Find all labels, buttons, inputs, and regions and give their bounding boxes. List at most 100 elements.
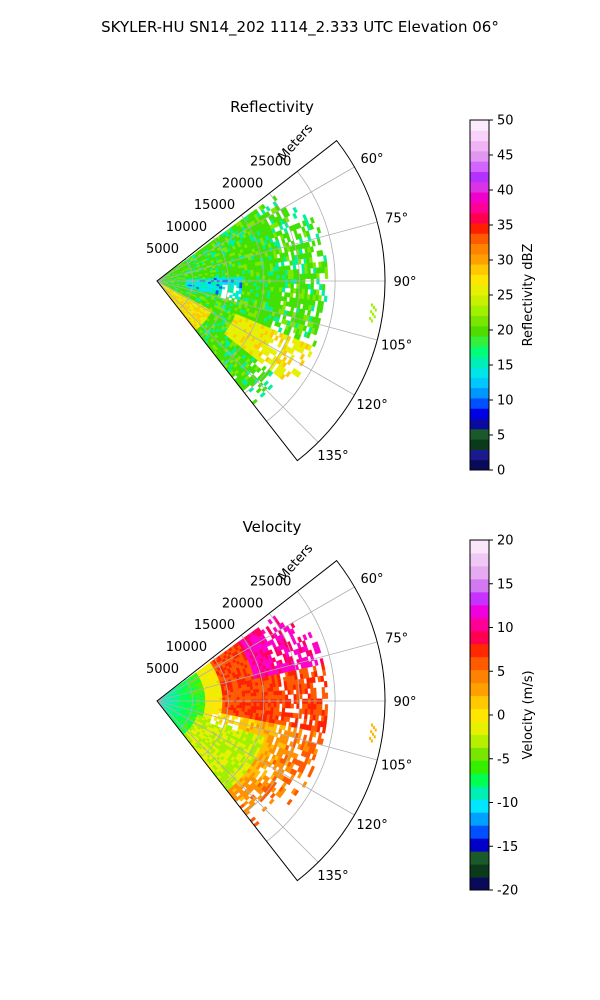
radar-gate (313, 273, 317, 279)
radar-gate (267, 384, 274, 391)
radar-gate (307, 693, 312, 700)
radar-gate (281, 690, 286, 696)
radar-gate (216, 695, 220, 699)
radar-gate (245, 282, 249, 287)
radar-gate (213, 275, 217, 279)
colorbar-swatch (470, 171, 489, 183)
colorbar-swatch (470, 459, 489, 471)
radar-gate (284, 270, 289, 275)
radar-gate (255, 709, 260, 714)
radar-gate (267, 695, 272, 700)
radar-gate (250, 272, 254, 277)
colorbar-tick-label: 15 (497, 359, 514, 374)
radar-gate (205, 278, 209, 281)
radar-gate (244, 705, 249, 710)
radar-gate (219, 282, 223, 285)
radar-gate (250, 702, 255, 707)
figure-title: SKYLER-HU SN14_202 1114_2.333 UTC Elevat… (101, 18, 499, 37)
radar-gate (307, 703, 312, 710)
radar-gate (235, 688, 240, 692)
colorbar-swatch (470, 408, 489, 420)
radar-gate (315, 311, 320, 319)
radar-gate (303, 713, 308, 720)
radar-gate (287, 703, 292, 709)
radar-gate (247, 276, 252, 280)
radar-gate (273, 695, 277, 700)
radar-gate (210, 698, 215, 701)
radar-gate (319, 698, 323, 705)
radar-gate (289, 622, 296, 629)
radar-gate (234, 715, 239, 720)
radar-gate (304, 688, 309, 695)
radar-gate (321, 687, 326, 694)
radar-gate (304, 273, 309, 280)
radar-gate (247, 705, 252, 710)
radar-gate (308, 719, 313, 726)
colorbar-swatch (470, 540, 489, 554)
radar-gate (312, 262, 317, 269)
radar-gate (277, 677, 282, 683)
colorbar-label: Velocity (m/s) (521, 670, 536, 759)
radar-gate (247, 282, 252, 287)
angular-tick-label: 75° (385, 211, 408, 226)
colorbar-swatch (470, 305, 489, 317)
radar-gate (230, 702, 235, 706)
radar-gate (302, 734, 308, 741)
colorbar-tick-label: -20 (497, 884, 518, 899)
radar-gate (230, 271, 234, 276)
radar-gate (313, 267, 317, 274)
radar-gate (253, 702, 257, 707)
radar-gate (261, 806, 268, 813)
radar-gate (298, 728, 303, 735)
radar-gate (273, 691, 277, 696)
colorbar-swatch (470, 773, 489, 787)
radar-gate (250, 709, 254, 714)
radar-gate (219, 693, 223, 697)
radar-gate (278, 291, 283, 297)
radar-gate (282, 720, 287, 727)
colorbar-swatch (470, 397, 489, 409)
radar-gate (244, 285, 249, 290)
radar-gate (216, 277, 220, 281)
radar-gate (230, 277, 235, 281)
radar-gate (267, 618, 273, 625)
radar-gate (267, 706, 271, 712)
radar-gate (267, 286, 271, 292)
radar-gate (291, 638, 297, 645)
radar-gate (314, 659, 319, 666)
radar-gate (222, 704, 226, 708)
colorbar-swatch (470, 233, 489, 245)
radar-gate (264, 706, 269, 711)
radar-gate (242, 705, 246, 709)
radar-gate (213, 277, 217, 281)
radar-gate (301, 283, 306, 290)
radar-gate (230, 694, 235, 698)
radar-gate (265, 695, 269, 700)
colorbar-tick-label: 5 (497, 429, 505, 444)
radar-gate (275, 686, 280, 692)
radar-gate (285, 370, 292, 378)
radar-gate (315, 267, 320, 274)
colorbar-tick-label: 50 (497, 114, 514, 129)
colorbar-swatch (470, 734, 489, 748)
radar-gate (290, 274, 294, 280)
radar-gate (230, 704, 234, 708)
radar-gate (230, 289, 234, 294)
far-echo (369, 316, 372, 320)
radar-gate (312, 709, 317, 716)
radar-gate (241, 288, 246, 292)
radar-gate (236, 696, 240, 701)
far-echo (371, 312, 374, 316)
radar-gate (270, 707, 274, 712)
radar-gate (304, 708, 308, 715)
radar-gate (208, 698, 212, 701)
radar-gate (315, 709, 320, 716)
radar-gate (193, 278, 198, 281)
radar-gate (239, 276, 243, 280)
radar-gate (281, 707, 286, 713)
colorbar-swatch (470, 336, 489, 347)
radar-gate (216, 273, 220, 277)
radar-gate (258, 289, 263, 295)
radar-gate (297, 636, 303, 643)
